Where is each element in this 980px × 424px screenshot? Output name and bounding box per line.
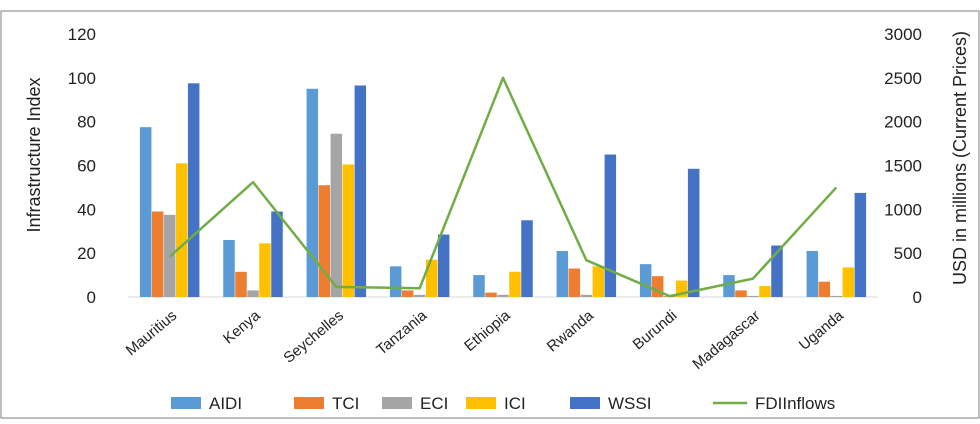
legend-swatch-tci: [294, 397, 324, 409]
bar-aidi-seychelles: [307, 89, 319, 297]
bar-tci-uganda: [819, 282, 831, 297]
y-tick-label-0: 0: [87, 288, 96, 307]
bar-ici-ethiopia: [509, 272, 521, 297]
bar-wssi-rwanda: [605, 155, 617, 297]
y2-tick-label-2: 1000: [884, 200, 922, 219]
legend-swatch-ici: [466, 397, 496, 409]
y-tick-label-1: 20: [77, 244, 96, 263]
legend-swatch-wssi: [570, 397, 600, 409]
y-tick-label-2: 40: [77, 200, 96, 219]
bar-ici-madagascar: [759, 286, 771, 297]
y2-axis-title: USD in millions (Current Prices): [950, 31, 970, 285]
bar-ici-seychelles: [343, 164, 355, 297]
bar-eci-ethiopia: [497, 295, 509, 297]
bar-aidi-tanzania: [390, 266, 402, 297]
bar-wssi-kenya: [271, 212, 283, 297]
bar-tci-rwanda: [569, 269, 581, 297]
y-tick-label-6: 120: [68, 25, 96, 44]
bar-wssi-tanzania: [438, 235, 450, 297]
legend-label-ici: ICI: [504, 394, 526, 413]
bar-ici-kenya: [259, 243, 271, 297]
bar-aidi-burundi: [640, 264, 652, 297]
bar-aidi-ethiopia: [473, 275, 485, 297]
legend-label-fdiinflows: FDIInflows: [755, 394, 835, 413]
bar-aidi-rwanda: [557, 251, 569, 297]
bar-tci-tanzania: [402, 290, 414, 297]
legend-label-wssi: WSSI: [608, 394, 651, 413]
bar-ici-uganda: [843, 267, 855, 297]
legend-label-aidi: AIDI: [209, 394, 242, 413]
bar-tci-mauritius: [152, 212, 164, 297]
bar-wssi-mauritius: [188, 83, 200, 297]
y-tick-label-5: 100: [68, 69, 96, 88]
y2-tick-label-4: 2000: [884, 113, 922, 132]
y-axis-title: Infrastructure Index: [24, 77, 44, 232]
bar-aidi-kenya: [223, 240, 235, 297]
y-tick-label-4: 80: [77, 113, 96, 132]
bar-tci-ethiopia: [485, 293, 497, 297]
y2-tick-label-5: 2500: [884, 69, 922, 88]
bar-ici-rwanda: [593, 266, 605, 297]
bar-wssi-seychelles: [355, 86, 367, 298]
legend-swatch-eci: [382, 397, 412, 409]
y-tick-label-3: 60: [77, 157, 96, 176]
legend-swatch-aidi: [171, 397, 201, 409]
y2-tick-label-1: 500: [894, 244, 922, 263]
y2-tick-label-3: 1500: [884, 157, 922, 176]
y2-tick-label-6: 3000: [884, 25, 922, 44]
bar-wssi-ethiopia: [521, 220, 533, 297]
bar-eci-seychelles: [331, 134, 343, 297]
bar-eci-uganda: [831, 296, 843, 297]
bar-aidi-uganda: [807, 251, 819, 297]
bar-aidi-mauritius: [140, 127, 152, 297]
legend-label-eci: ECI: [420, 394, 448, 413]
bar-eci-madagascar: [747, 296, 759, 297]
bar-eci-rwanda: [581, 295, 593, 297]
bar-tci-seychelles: [319, 185, 331, 297]
y2-tick-label-0: 0: [913, 288, 922, 307]
bar-eci-tanzania: [414, 295, 426, 297]
bar-wssi-uganda: [855, 193, 867, 297]
legend-label-tci: TCI: [332, 394, 359, 413]
bar-aidi-madagascar: [723, 275, 735, 297]
bar-ici-mauritius: [176, 163, 188, 297]
bar-tci-madagascar: [735, 290, 747, 297]
bar-tci-kenya: [235, 272, 247, 297]
bar-wssi-burundi: [688, 169, 700, 297]
bar-eci-kenya: [247, 290, 259, 297]
